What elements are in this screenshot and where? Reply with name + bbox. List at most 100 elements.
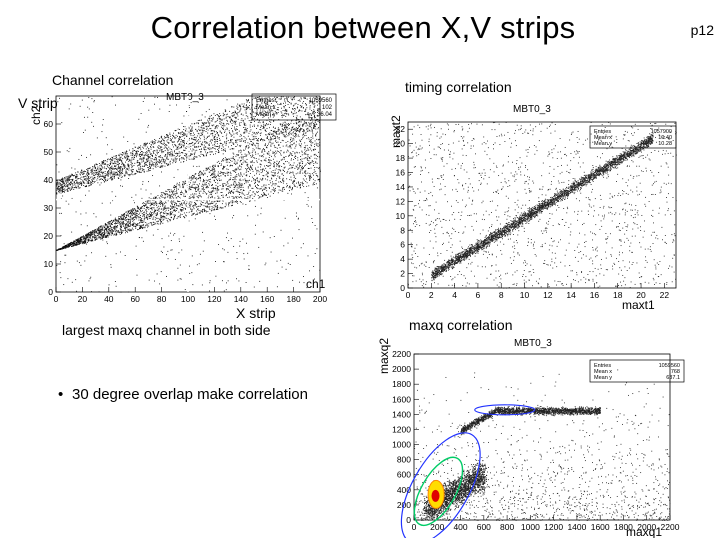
scatter-point <box>265 114 267 116</box>
scatter-point <box>146 212 147 214</box>
scatter-point <box>236 142 238 144</box>
scatter-point <box>99 175 101 177</box>
scatter-point <box>237 155 239 157</box>
scatter-point <box>278 181 280 183</box>
scatter-point <box>74 184 76 186</box>
scatter-point <box>200 178 201 180</box>
scatter-point <box>279 132 281 134</box>
scatter-point <box>88 185 90 187</box>
scatter-point <box>311 102 313 104</box>
scatter-point <box>275 98 277 100</box>
scatter-point <box>317 179 319 181</box>
scatter-point <box>221 118 223 120</box>
scatter-point <box>220 206 222 208</box>
scatter-point <box>248 153 250 155</box>
scatter-point <box>288 102 290 103</box>
scatter-point <box>304 152 305 154</box>
scatter-point <box>172 154 174 155</box>
scatter-point <box>319 117 321 119</box>
scatter-point <box>188 144 190 146</box>
scatter-point <box>299 100 301 102</box>
scatter-point <box>181 136 183 137</box>
scatter-point <box>314 117 316 119</box>
scatter-point <box>161 135 163 137</box>
scatter-point <box>225 184 227 186</box>
scatter-point <box>113 168 115 170</box>
scatter-point <box>240 196 242 197</box>
scatter-point <box>182 200 184 201</box>
scatter-point <box>280 181 281 183</box>
scatter-point <box>164 206 166 208</box>
scatter-point <box>279 169 281 170</box>
scatter-point <box>257 148 259 150</box>
scatter-point <box>170 140 172 142</box>
scatter-point <box>56 189 58 191</box>
scatter-point <box>236 187 238 189</box>
scatter-point <box>230 179 232 181</box>
scatter-point <box>119 228 121 230</box>
scatter-point <box>163 218 165 220</box>
scatter-point <box>288 155 290 157</box>
scatter-point <box>171 213 173 215</box>
scatter-point <box>88 232 90 233</box>
scatter-point <box>124 174 126 176</box>
scatter-point <box>134 208 136 210</box>
scatter-point <box>217 189 219 191</box>
scatter-point <box>109 230 111 232</box>
scatter-point <box>165 207 167 209</box>
scatter-point <box>237 191 239 193</box>
scatter-point <box>245 127 247 129</box>
scatter-point <box>227 116 229 118</box>
scatter-point <box>202 122 204 124</box>
scatter-point <box>201 203 202 205</box>
scatter-point <box>126 173 128 175</box>
scatter-point <box>103 234 105 236</box>
scatter-point <box>275 137 277 139</box>
scatter-point <box>287 168 289 170</box>
scatter-point <box>149 205 151 207</box>
scatter-point <box>169 163 171 165</box>
scatter-point <box>214 114 216 116</box>
scatter-point <box>175 129 177 131</box>
scatter-point <box>290 103 292 105</box>
scatter-point <box>278 166 280 168</box>
scatter-point <box>102 232 104 234</box>
scatter-point <box>120 214 122 216</box>
scatter-point <box>216 192 218 194</box>
scatter-point <box>188 139 190 141</box>
scatter-point <box>206 206 208 208</box>
scatter-point <box>232 131 234 133</box>
scatter-point <box>194 173 196 175</box>
scatter-point <box>152 217 154 219</box>
scatter-point <box>234 196 236 198</box>
scatter-point <box>179 137 181 139</box>
scatter-point <box>254 186 256 187</box>
scatter-point <box>254 180 256 182</box>
scatter-point <box>203 141 205 143</box>
scatter-point <box>133 223 134 225</box>
scatter-point <box>225 144 227 146</box>
scatter-point <box>114 225 115 227</box>
scatter-point <box>216 207 218 209</box>
scatter-point <box>309 162 311 164</box>
scatter-point <box>255 97 257 99</box>
scatter-point <box>316 138 318 140</box>
scatter-point <box>140 226 142 228</box>
scatter-point <box>252 187 254 189</box>
scatter-point <box>82 242 83 244</box>
scatter-point <box>137 207 139 209</box>
scatter-point <box>143 214 145 216</box>
scatter-point <box>113 228 115 230</box>
scatter-point <box>83 236 85 238</box>
scatter-point <box>222 125 224 127</box>
scatter-point <box>98 227 100 229</box>
scatter-point <box>175 145 177 147</box>
scatter-point <box>125 232 126 234</box>
scatter-point <box>184 134 186 136</box>
scatter-point <box>232 200 234 202</box>
scatter-point <box>292 144 293 146</box>
scatter-point <box>224 166 225 168</box>
scatter-point <box>269 124 271 125</box>
scatter-point <box>135 227 137 229</box>
scatter-point <box>142 160 144 162</box>
